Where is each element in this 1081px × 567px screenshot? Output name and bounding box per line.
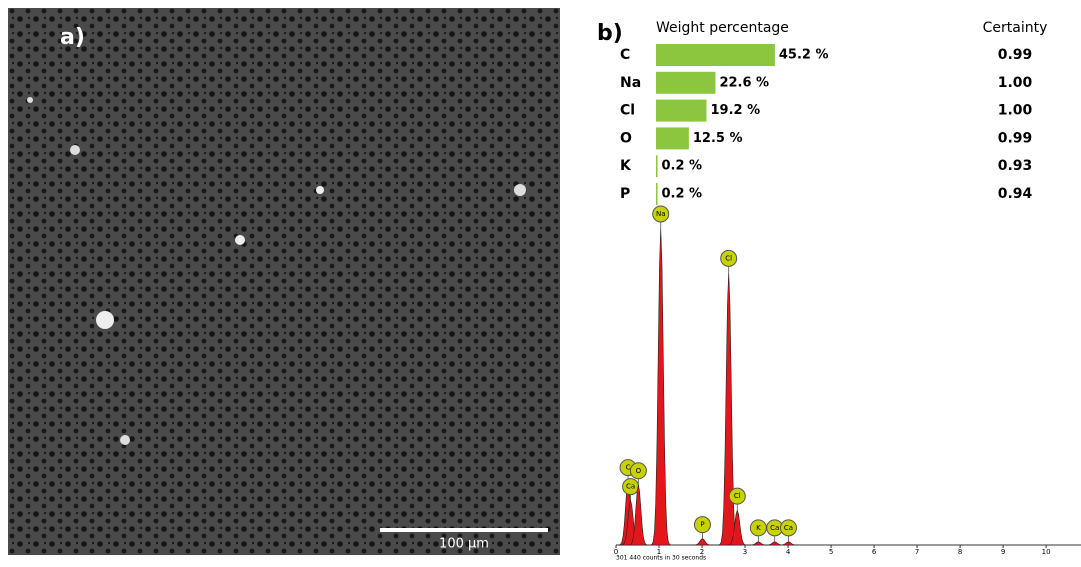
peak-badge (693, 516, 711, 534)
x-tick-label: 8 (958, 548, 962, 556)
weight-label: 12.5 % (693, 131, 743, 146)
certainty: 0.99 (998, 47, 1033, 63)
certainty: 0.94 (998, 186, 1033, 202)
column-header: Weight percentage (656, 20, 789, 36)
x-tick-label: 3 (743, 548, 747, 556)
peak-label: P (700, 521, 704, 529)
x-tick-label: 7 (915, 548, 919, 556)
x-tick-label: 1 (657, 548, 661, 556)
peak-badge (629, 462, 647, 480)
element-label: Na (620, 75, 641, 91)
spectrum-peak (650, 227, 672, 546)
x-tick-label: 6 (872, 548, 877, 556)
peak-label: Cl (725, 254, 732, 262)
peak-label: C (626, 464, 631, 472)
spectrum-peak (628, 484, 649, 546)
panel-label: a) (60, 25, 85, 50)
element-label: P (620, 186, 630, 202)
peak-label: Ca (626, 483, 635, 491)
peak-label: O (636, 467, 642, 475)
weight-bar (656, 44, 775, 66)
weight-bar (656, 183, 658, 205)
weight-label: 45.2 % (779, 48, 829, 63)
certainty: 0.93 (998, 158, 1033, 174)
element-label: Cl (620, 103, 635, 119)
element-label: O (620, 130, 632, 146)
spectrum-note: 301 440 counts in 30 seconds (616, 555, 706, 562)
certainty: 0.99 (998, 130, 1033, 146)
peak-badge (652, 205, 670, 223)
panel-label: b) (597, 21, 623, 46)
peak-label: Na (656, 210, 666, 218)
x-tick-label: 0 (614, 548, 618, 556)
weight-bar (656, 99, 707, 122)
x-tick-label: 5 (829, 548, 833, 556)
x-tick-label: 2 (700, 548, 704, 556)
weight-label: 22.6 % (719, 75, 769, 90)
x-tick-label: 9 (1001, 548, 1005, 556)
column-header: Certainty (983, 20, 1048, 36)
element-label: C (620, 47, 630, 63)
peak-label: Ca (784, 524, 793, 532)
peak-badge (728, 487, 746, 505)
peak-badge (720, 249, 738, 267)
weight-label: 0.2 % (662, 159, 703, 174)
certainty: 1.00 (998, 103, 1033, 119)
x-tick-label: 10 (1042, 548, 1051, 556)
spectrum-peak (778, 541, 799, 546)
x-tick-label: 4 (786, 548, 791, 556)
peak-label: Ca (770, 524, 779, 532)
weight-bar (656, 71, 716, 94)
peak-label: K (756, 524, 761, 532)
element-label: K (620, 158, 632, 174)
weight-label: 0.2 % (662, 187, 703, 202)
scale-bar-label: 100 µm (439, 537, 489, 552)
weight-bar (656, 155, 658, 178)
spectrum-peak (726, 509, 748, 546)
sem-image (8, 8, 560, 555)
weight-label: 19.2 % (710, 103, 760, 118)
certainty: 1.00 (998, 75, 1033, 91)
peak-badge (779, 519, 797, 537)
peak-label: Cl (734, 492, 741, 500)
weight-bar (656, 127, 689, 150)
spectrum-peak (692, 538, 713, 546)
